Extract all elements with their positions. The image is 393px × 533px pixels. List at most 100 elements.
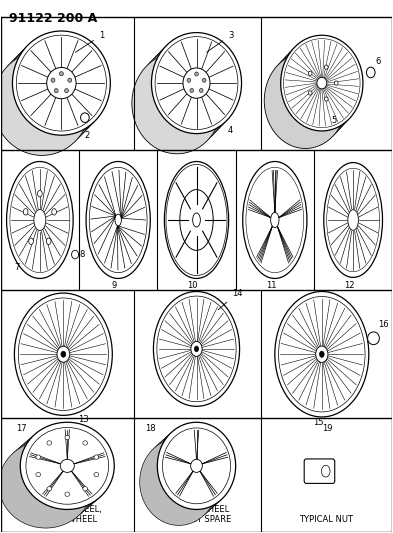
Text: 9: 9 <box>112 281 117 290</box>
Ellipse shape <box>143 435 222 522</box>
Ellipse shape <box>151 33 242 134</box>
Ellipse shape <box>81 113 89 123</box>
Ellipse shape <box>141 43 232 144</box>
Ellipse shape <box>47 68 76 99</box>
Ellipse shape <box>2 438 96 525</box>
Text: 16: 16 <box>378 320 388 329</box>
Ellipse shape <box>94 455 99 459</box>
Ellipse shape <box>272 44 355 140</box>
Ellipse shape <box>72 251 79 259</box>
Ellipse shape <box>68 78 72 82</box>
Ellipse shape <box>115 214 121 226</box>
Ellipse shape <box>65 492 70 496</box>
Ellipse shape <box>3 41 101 146</box>
Ellipse shape <box>147 432 225 519</box>
Ellipse shape <box>195 72 198 76</box>
Text: TYPICAL WHEEL,
SPARE WHEEL: TYPICAL WHEEL, SPARE WHEEL <box>33 505 102 524</box>
Ellipse shape <box>132 53 222 154</box>
Ellipse shape <box>200 88 203 92</box>
Ellipse shape <box>0 441 93 528</box>
Ellipse shape <box>281 35 363 131</box>
Ellipse shape <box>15 293 112 415</box>
Ellipse shape <box>264 53 347 149</box>
Text: 6: 6 <box>376 58 381 66</box>
Ellipse shape <box>187 78 191 82</box>
Ellipse shape <box>59 71 63 76</box>
Ellipse shape <box>316 346 328 362</box>
Text: 2: 2 <box>84 131 90 140</box>
Ellipse shape <box>309 71 312 75</box>
Ellipse shape <box>153 292 240 406</box>
Ellipse shape <box>36 455 40 459</box>
Ellipse shape <box>0 46 95 150</box>
Ellipse shape <box>13 31 110 135</box>
Ellipse shape <box>17 425 111 513</box>
Ellipse shape <box>180 190 213 251</box>
Text: TYPICAL WHEEL
COMPACT SPARE: TYPICAL WHEEL COMPACT SPARE <box>162 505 231 524</box>
Text: 17: 17 <box>17 424 27 433</box>
Ellipse shape <box>191 342 202 357</box>
Ellipse shape <box>61 351 66 357</box>
Ellipse shape <box>37 190 42 197</box>
Text: 10: 10 <box>187 281 198 290</box>
Text: 12: 12 <box>344 281 354 290</box>
Ellipse shape <box>9 432 103 519</box>
Ellipse shape <box>243 161 307 278</box>
Ellipse shape <box>64 88 68 93</box>
Ellipse shape <box>320 351 324 357</box>
FancyBboxPatch shape <box>304 459 335 483</box>
Ellipse shape <box>275 292 369 417</box>
Text: 8: 8 <box>80 250 85 259</box>
Text: 5: 5 <box>332 116 337 125</box>
Ellipse shape <box>65 435 70 440</box>
Ellipse shape <box>52 208 57 215</box>
Ellipse shape <box>366 67 375 78</box>
Ellipse shape <box>13 429 107 515</box>
Ellipse shape <box>83 487 88 491</box>
Ellipse shape <box>348 209 358 230</box>
Ellipse shape <box>46 238 51 245</box>
Ellipse shape <box>36 472 40 477</box>
Text: 7: 7 <box>15 263 20 272</box>
Ellipse shape <box>334 81 338 85</box>
Text: 4: 4 <box>228 126 233 135</box>
Ellipse shape <box>324 65 328 69</box>
Ellipse shape <box>150 429 229 516</box>
Ellipse shape <box>7 161 73 278</box>
Text: 3: 3 <box>207 31 233 52</box>
Text: 1: 1 <box>75 31 104 52</box>
Ellipse shape <box>202 78 206 82</box>
Text: 13: 13 <box>78 415 88 424</box>
Ellipse shape <box>47 487 51 491</box>
Ellipse shape <box>140 438 218 526</box>
Text: 15: 15 <box>313 418 323 427</box>
Ellipse shape <box>367 332 379 345</box>
Ellipse shape <box>309 91 312 95</box>
Text: 14: 14 <box>218 289 242 310</box>
Ellipse shape <box>137 48 227 149</box>
Text: 11: 11 <box>266 281 276 290</box>
Ellipse shape <box>271 212 279 228</box>
Ellipse shape <box>94 472 99 477</box>
Text: 19: 19 <box>322 424 332 433</box>
Ellipse shape <box>164 161 229 278</box>
Ellipse shape <box>29 238 33 245</box>
Ellipse shape <box>324 163 382 277</box>
Ellipse shape <box>20 422 114 510</box>
Ellipse shape <box>183 68 210 98</box>
Text: TYPICAL NUT: TYPICAL NUT <box>299 515 353 524</box>
Ellipse shape <box>34 209 46 230</box>
Ellipse shape <box>190 88 193 92</box>
Ellipse shape <box>47 441 51 445</box>
Ellipse shape <box>193 213 200 227</box>
Ellipse shape <box>154 425 232 513</box>
Ellipse shape <box>6 435 100 522</box>
Ellipse shape <box>157 422 236 510</box>
Ellipse shape <box>60 459 74 472</box>
Ellipse shape <box>317 77 327 89</box>
Ellipse shape <box>83 441 88 445</box>
Ellipse shape <box>23 208 28 215</box>
Ellipse shape <box>324 97 328 101</box>
Ellipse shape <box>51 78 55 82</box>
Ellipse shape <box>195 346 198 352</box>
